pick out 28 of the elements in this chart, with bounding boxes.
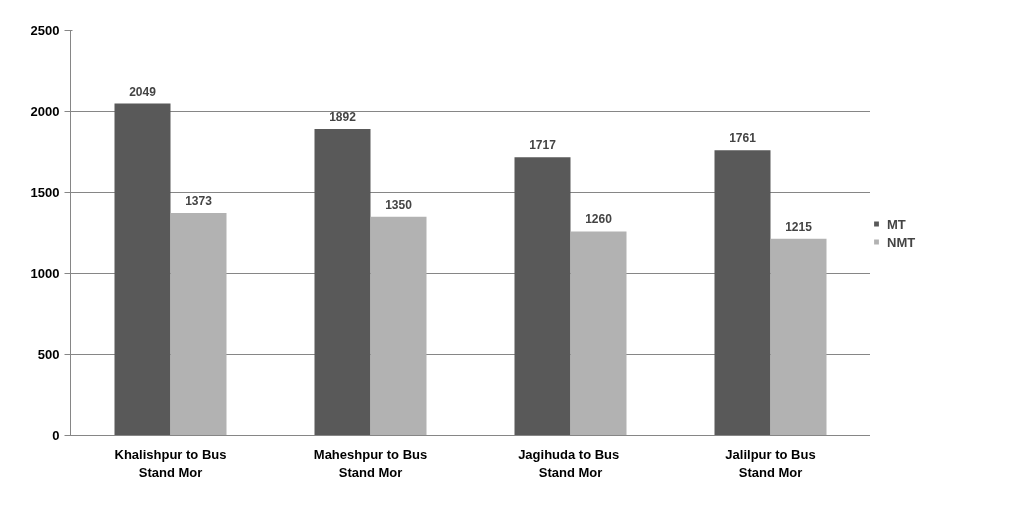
legend-label: MT [887,216,907,231]
data-label: 1350 [385,197,413,212]
x-tick-label: Khalishpur to Bus Stand Mor [114,446,227,480]
data-label: 1215 [785,219,813,234]
y-tick-label: 500 [37,347,60,362]
data-label: 1717 [529,138,557,153]
y-tick-label: 2500 [30,23,60,38]
y-tick-label: 1000 [30,266,60,281]
y-tick-label: 0 [52,428,60,443]
data-label: 1761 [729,131,757,146]
y-tick-label: 1500 [30,185,60,200]
bar [314,129,371,436]
data-label: 1373 [185,194,213,209]
bar [370,216,427,436]
x-tick-label: Maheshpur to Bus Stand Mor [313,446,428,480]
data-label: 2049 [129,84,157,99]
bar [114,103,171,436]
bar [770,238,827,436]
data-label: 1892 [329,110,357,124]
bar [170,213,227,436]
data-label: 1260 [585,212,613,227]
x-tick-label: Jagihuda to Bus Stand Mor [518,446,620,480]
legend-label: NMT [887,234,916,249]
y-tick-label: 2000 [30,104,60,119]
bar [714,150,771,436]
bar [570,231,627,436]
x-tick-label: Jalilpur to Bus Stand Mor [725,446,816,480]
bar [514,157,571,436]
